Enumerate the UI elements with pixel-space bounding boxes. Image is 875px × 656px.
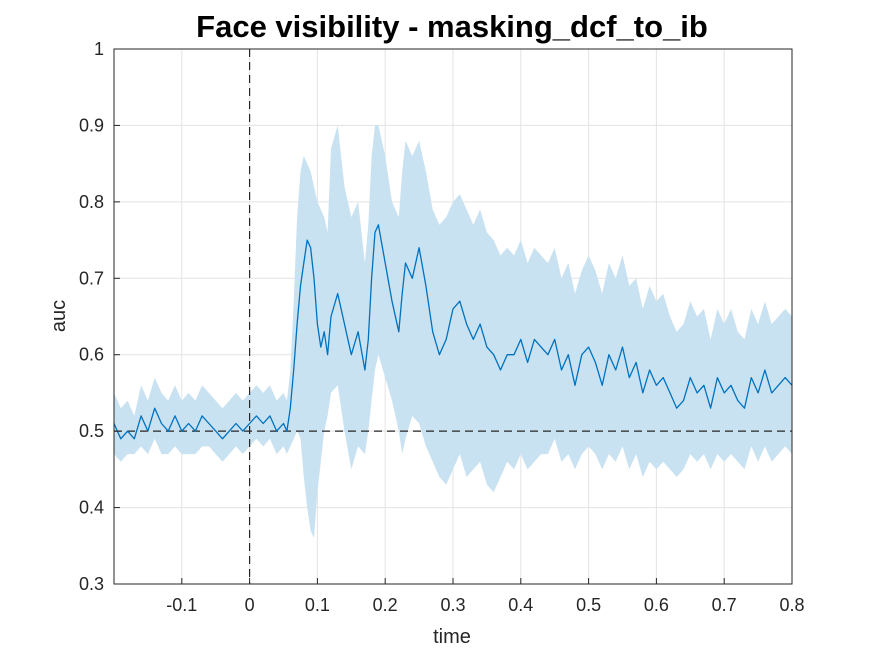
y-tick-label: 0.9	[79, 115, 104, 135]
x-axis-ticks: -0.1 0 0.1 0.2 0.3 0.4 0.5 0.6 0.7 0.8	[166, 578, 805, 615]
x-axis-label: time	[433, 626, 471, 648]
y-tick-label: 0.8	[79, 192, 104, 212]
y-tick-label: 0.4	[79, 498, 104, 518]
x-tick-label: 0.4	[508, 595, 533, 615]
auc-series-line	[113, 224, 793, 440]
y-axis-ticks: 0.3 0.4 0.5 0.6 0.7 0.8 0.9 1	[79, 39, 120, 594]
chart-title: Face visibility - masking_dcf_to_ib	[196, 9, 708, 44]
confidence-band	[114, 125, 792, 539]
x-tick-label: 0.7	[712, 595, 737, 615]
y-tick-label: 0.5	[79, 421, 104, 441]
x-tick-label: -0.1	[166, 595, 197, 615]
y-tick-label: 1	[94, 39, 104, 59]
y-tick-label: 0.6	[79, 345, 104, 365]
y-axis-label: auc	[48, 300, 70, 332]
y-tick-label: 0.7	[79, 268, 104, 288]
x-tick-label: 0.5	[576, 595, 601, 615]
x-tick-label: 0.8	[779, 595, 804, 615]
y-tick-label: 0.3	[79, 574, 104, 594]
x-tick-label: 0.3	[440, 595, 465, 615]
x-tick-label: 0	[245, 595, 255, 615]
x-tick-label: 0.1	[305, 595, 330, 615]
x-tick-label: 0.6	[644, 595, 669, 615]
x-tick-label: 0.2	[373, 595, 398, 615]
